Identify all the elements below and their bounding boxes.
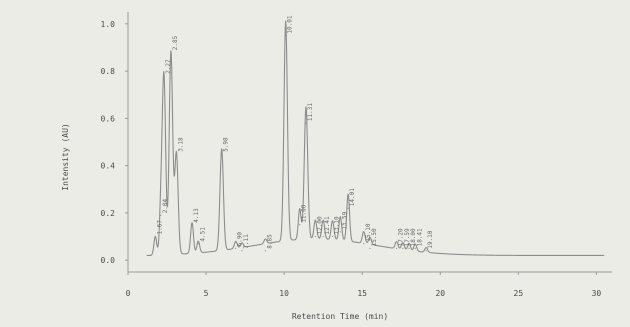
x-tick-label: 30 <box>592 289 602 298</box>
peak-label: 7.11 <box>243 234 250 249</box>
peak-apex-point <box>305 122 307 124</box>
peak-label: 12.41 <box>324 216 331 234</box>
peak-apex-point <box>197 243 199 245</box>
peak-apex-point <box>369 247 371 249</box>
x-tick-label: 0 <box>126 289 131 298</box>
peak-apex-point <box>314 235 316 238</box>
peak-apex-point <box>347 207 349 209</box>
x-tick-label: 5 <box>204 289 209 298</box>
chromatogram-trace <box>146 20 605 256</box>
peak-apex-point <box>395 247 398 249</box>
peak-apex-point <box>299 224 301 226</box>
x-axis-title: Retention Time (min) <box>292 312 388 321</box>
peak-label: 5.98 <box>223 137 230 152</box>
peak-label: 4.51 <box>199 227 206 242</box>
peak-label-layer: 1.67 2.04 2.27 2.85 3.18 4.13 4.51 5.98 6.90 7.11… <box>154 15 434 252</box>
peak-apex-point <box>285 35 287 37</box>
peak-apex-point <box>339 231 341 233</box>
peak-label: 12.00 <box>316 216 323 234</box>
peak-apex-point <box>264 250 266 252</box>
peak-label: 2.85 <box>172 35 179 50</box>
peak-label: 6.90 <box>237 232 244 247</box>
peak-apex-point <box>363 243 365 245</box>
peak-label: 2.27 <box>165 59 172 74</box>
peak-label: 2.04 <box>162 198 169 213</box>
peak-label: 13.59 <box>341 211 348 229</box>
peak-label: 4.13 <box>193 208 200 223</box>
y-tick-label: 0.0 <box>101 256 116 265</box>
x-tick-label: 15 <box>357 289 367 298</box>
x-tick-label: 10 <box>279 289 289 298</box>
peak-label: 15.10 <box>365 223 372 241</box>
peak-label: 17.59 <box>404 228 411 246</box>
peak-label: 13.10 <box>334 216 341 234</box>
peak-apex-point <box>191 224 193 226</box>
peak-label: 17.20 <box>398 228 405 246</box>
peak-label: 3.18 <box>177 137 184 152</box>
peak-apex-point <box>331 235 334 238</box>
peak-label: 18.00 <box>410 228 417 246</box>
trace-layer <box>146 20 605 256</box>
peak-apex-point <box>235 247 237 249</box>
peak-label: 8.85 <box>266 234 273 249</box>
peak-label: 14.01 <box>349 188 356 206</box>
peak-apex-point <box>154 235 156 238</box>
peak-apex-point <box>221 153 223 155</box>
y-tick-label: 0.8 <box>101 67 116 76</box>
peak-apex-point <box>414 247 416 249</box>
peak-apex-point <box>170 51 172 53</box>
peak-label: 1.67 <box>156 220 163 235</box>
peak-apex-point <box>241 250 243 252</box>
peak-label: 11.00 <box>301 204 308 222</box>
peak-apex-point <box>163 75 165 77</box>
peak-label: 10.01 <box>287 15 294 33</box>
peak-apex-point <box>175 153 177 155</box>
x-tick-label: 25 <box>514 289 524 298</box>
peak-label: 11.31 <box>307 103 314 121</box>
y-tick-label: 1.0 <box>101 20 116 29</box>
peak-apex-point <box>402 247 404 249</box>
peak-apex-point <box>160 214 162 216</box>
y-tick-label: 0.6 <box>101 114 116 123</box>
peak-label: 15.50 <box>371 228 378 246</box>
peak-apex-point <box>408 247 410 249</box>
peak-label: 19.10 <box>427 230 434 248</box>
peak-apex-point <box>322 235 324 238</box>
y-axis-title: Intensity (AU) <box>61 123 70 190</box>
x-tick-label: 20 <box>435 289 445 298</box>
y-tick-label: 0.4 <box>101 162 116 171</box>
peak-label: 18.41 <box>416 228 423 246</box>
axes-layer: 0 5 10 15 20 25 30 0.0 0.2 0.4 0.6 0.8 1.0 <box>101 12 612 298</box>
y-tick-label: 0.2 <box>101 209 116 218</box>
peak-apex-point <box>425 250 427 252</box>
